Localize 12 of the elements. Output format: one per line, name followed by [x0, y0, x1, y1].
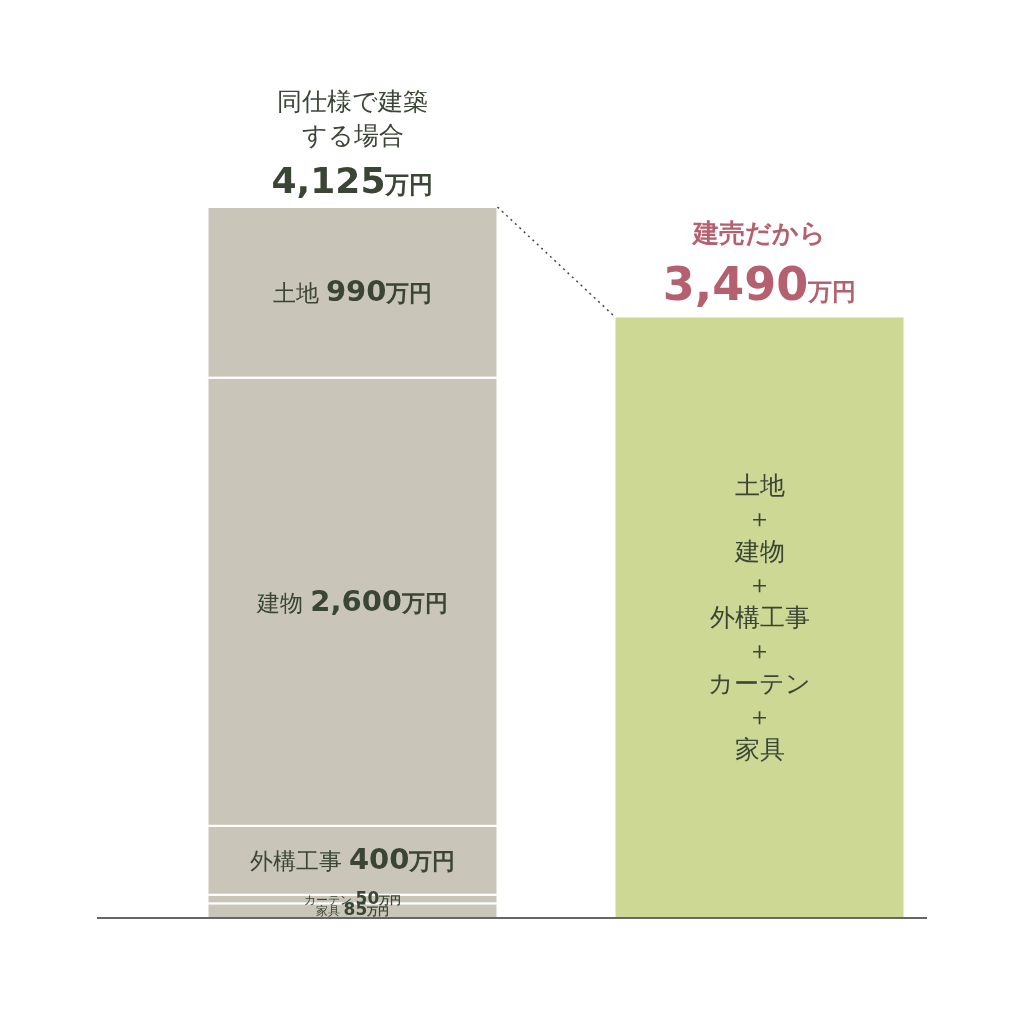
text: 同仕様で建築する場合: [276, 86, 429, 152]
series-label: 土地: [272, 280, 326, 307]
data-label: 990万円: [325, 274, 433, 309]
total-label: 4,125万円: [271, 160, 434, 201]
data-label: 2,600万円: [310, 583, 449, 618]
annotation: 建売だから: [693, 217, 826, 251]
total-label: 3,490万円: [662, 257, 857, 312]
data-label: 400万円: [348, 842, 456, 877]
text: 土地＋建物＋外構工事＋カーテン＋家具: [708, 471, 811, 765]
series-label: 外構工事: [249, 848, 349, 875]
series-label: 建物: [255, 589, 311, 616]
series-label: 家具: [315, 904, 344, 919]
